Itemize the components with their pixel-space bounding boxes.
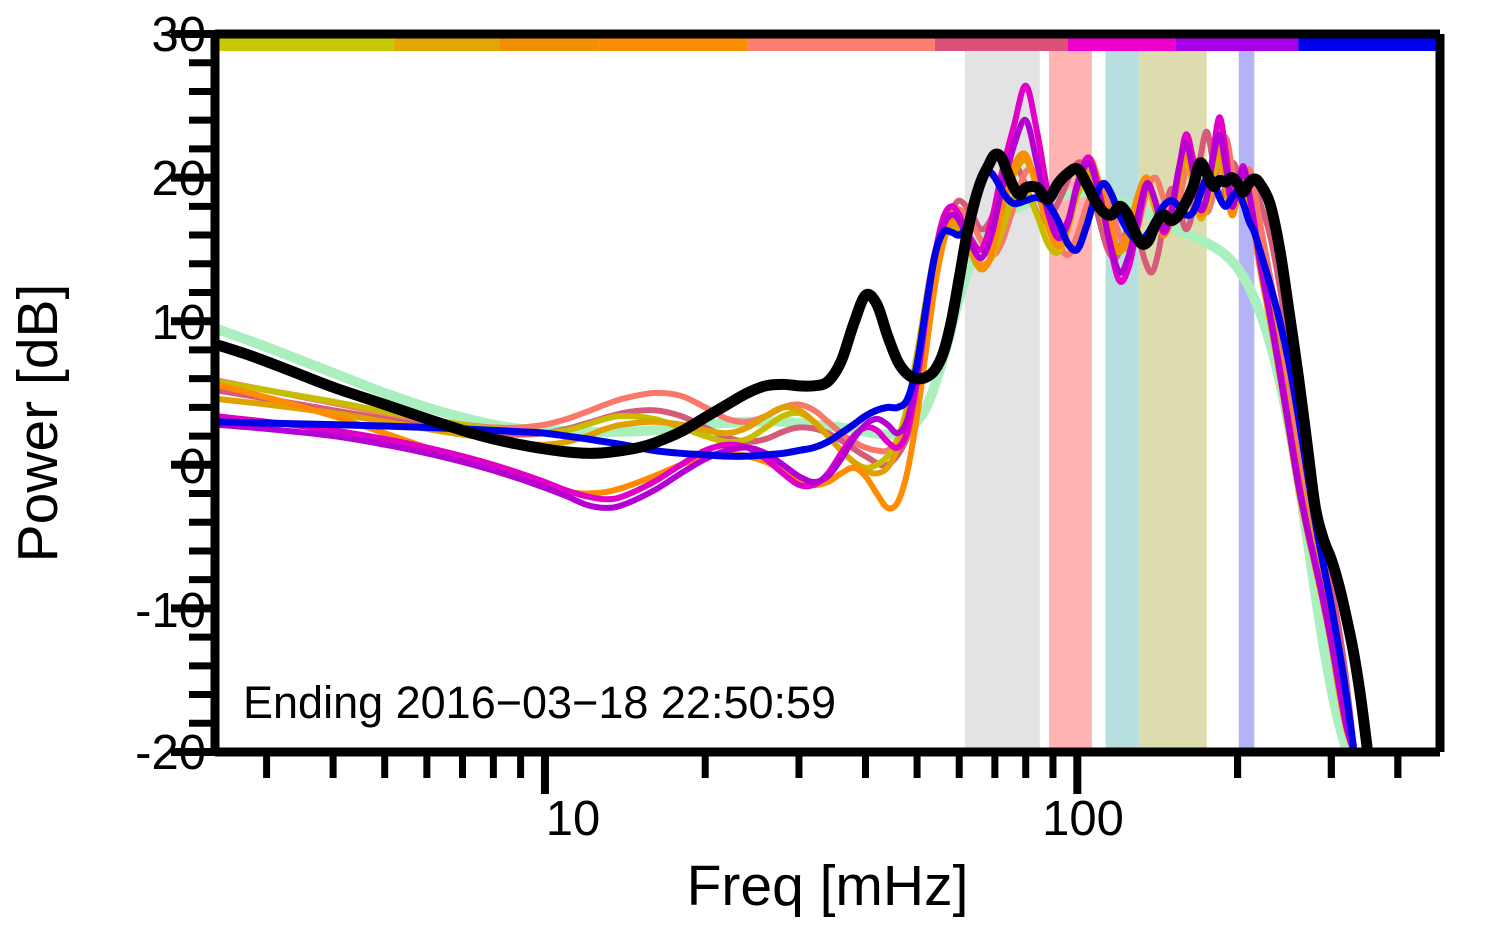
y-tick-label-10: 10 [151, 296, 206, 350]
axes-frame [171, 29, 1445, 794]
colorbar-segment-5 [934, 38, 1068, 51]
y-tick-label-minus10: -10 [135, 584, 206, 638]
colorbar-segment-7 [1175, 38, 1299, 51]
colorbar-segment-2 [499, 38, 599, 51]
band-lightpurple [1238, 34, 1255, 752]
band-khaki [1138, 34, 1207, 752]
y-tick-label-minus20: -20 [135, 726, 206, 780]
band-cyan [1105, 34, 1139, 752]
colorbar-segment-6 [1067, 38, 1176, 51]
colorbar-segment-0 [215, 38, 394, 51]
x-tick-label-10: 10 [545, 792, 601, 846]
y-axis-title: Power [dB] [6, 283, 70, 563]
colorbar-segment-4 [747, 38, 935, 51]
y-tick-label-0: 0 [178, 440, 206, 494]
y-tick-label-20: 20 [151, 152, 206, 206]
x-tick-label-100: 100 [1042, 792, 1124, 846]
x-axis-title: Freq [mHz] [686, 854, 969, 918]
colorbar-segment-1 [393, 38, 500, 51]
band-pink [1049, 34, 1092, 752]
frequency-colorbar [215, 38, 1440, 51]
series-trace-blue [215, 168, 1357, 750]
band-gray [964, 34, 1040, 752]
colorbar-segment-8 [1298, 38, 1440, 51]
series-trace-purple [215, 116, 1357, 752]
series-mean-spectrum [215, 148, 1373, 752]
y-tick-label-30: 30 [151, 8, 206, 62]
ending-timestamp-annotation: Ending 2016−03−18 22:50:59 [243, 677, 837, 728]
data-series-group [215, 82, 1373, 752]
colorbar-segment-3 [598, 38, 748, 51]
